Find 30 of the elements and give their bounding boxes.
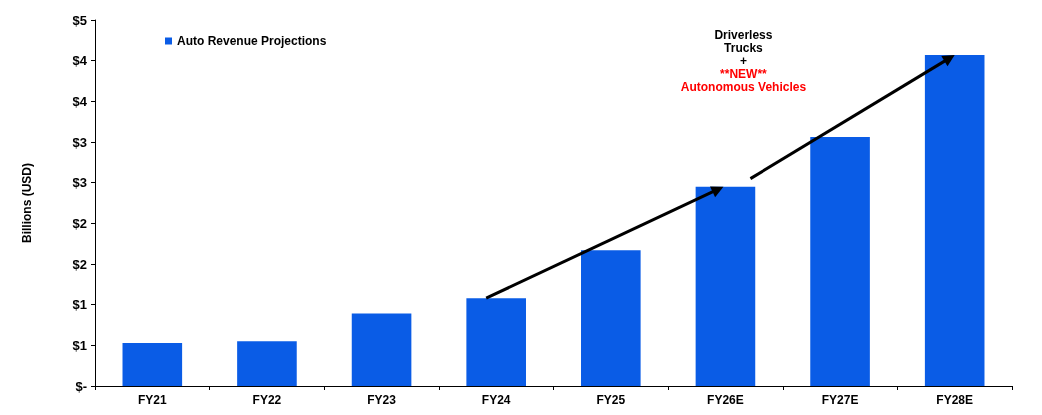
y-tick-label: $4 bbox=[72, 53, 88, 69]
bar bbox=[924, 54, 985, 386]
y-tick-label: $2 bbox=[72, 256, 87, 272]
bar bbox=[695, 186, 756, 386]
y-tick-label: $2 bbox=[72, 215, 87, 231]
bar bbox=[122, 342, 183, 386]
y-tick-label: $3 bbox=[72, 134, 87, 150]
x-tick-label: FY23 bbox=[367, 393, 397, 407]
y-tick-label: $5 bbox=[72, 12, 87, 28]
bar bbox=[351, 313, 412, 386]
x-tick-label: FY26E bbox=[707, 393, 744, 407]
y-tick-label: $1 bbox=[72, 297, 87, 313]
y-tick-label: $4 bbox=[72, 93, 88, 109]
bar bbox=[237, 341, 297, 386]
legend-label: Auto Revenue Projections bbox=[177, 34, 327, 48]
bar bbox=[810, 137, 870, 386]
y-tick-label: $1 bbox=[72, 337, 87, 353]
x-tick-label: FY27E bbox=[821, 393, 859, 407]
x-tick-label: FY22 bbox=[252, 393, 282, 407]
annotation: **NEW** Autonomous Vehicles bbox=[680, 66, 807, 94]
x-tick-label: FY21 bbox=[137, 393, 167, 407]
x-tick-label: FY25 bbox=[596, 393, 626, 407]
x-tick-label: FY24 bbox=[481, 393, 511, 407]
bar bbox=[466, 298, 526, 386]
annotation: Driverless Trucks + bbox=[714, 27, 773, 68]
y-tick-label: $- bbox=[75, 378, 87, 394]
y-tick-label: $3 bbox=[72, 175, 87, 191]
y-axis-title: Billions (USD) bbox=[20, 163, 34, 243]
bar bbox=[581, 250, 641, 386]
x-tick-label: FY28E bbox=[936, 393, 974, 407]
